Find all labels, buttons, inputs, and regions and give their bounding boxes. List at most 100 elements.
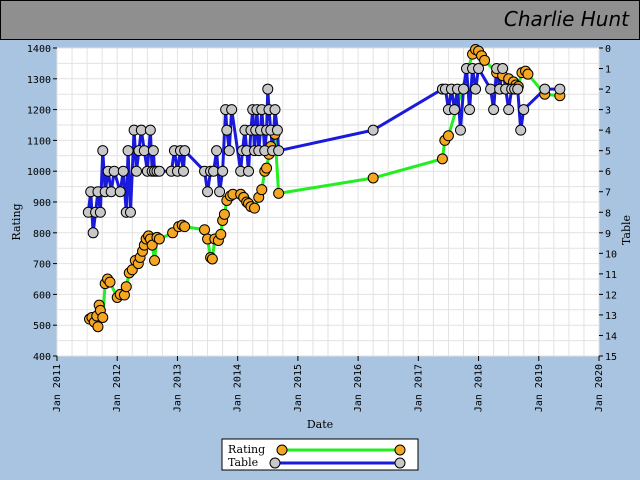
data-point-table <box>226 104 238 116</box>
y-tick-label: 900 <box>33 198 51 209</box>
data-point-table <box>539 83 551 95</box>
y-tick-label: 500 <box>33 321 51 332</box>
data-point-table <box>454 124 466 136</box>
data-point-table <box>177 165 189 177</box>
y2-tick-label: 8 <box>605 208 611 219</box>
data-point-table <box>223 145 235 157</box>
data-point-table <box>269 104 281 116</box>
y2-tick-label: 11 <box>605 270 617 281</box>
y2-axis-label: Table <box>620 215 633 245</box>
y2-tick-label: 12 <box>605 290 617 301</box>
data-point-table <box>497 63 509 75</box>
x-tick-label: Jan 2015 <box>293 364 304 412</box>
y-tick-label: 1200 <box>27 106 51 117</box>
data-point-rating <box>104 276 116 288</box>
y2-tick-label: 5 <box>605 147 611 158</box>
data-point-rating <box>479 54 491 66</box>
data-point-rating <box>149 255 161 267</box>
data-point-table <box>153 165 165 177</box>
data-point-table <box>512 83 524 95</box>
legend-marker-table-end <box>394 457 406 469</box>
legend-box <box>221 438 419 471</box>
data-point-table <box>503 104 515 116</box>
data-point-table <box>211 145 223 157</box>
y-tick-label: 1000 <box>27 167 51 178</box>
y-tick-label: 800 <box>33 229 51 240</box>
y2-tick-label: 15 <box>605 352 617 363</box>
x-axis-label: Date <box>307 418 333 431</box>
data-point-table <box>518 104 530 116</box>
y-tick-label: 400 <box>33 352 51 363</box>
x-tick-label: Jan 2019 <box>534 364 545 412</box>
data-point-table <box>214 186 226 198</box>
data-point-rating <box>153 233 165 245</box>
data-point-table <box>138 145 150 157</box>
data-point-table <box>94 206 106 218</box>
data-point-table <box>130 165 142 177</box>
y-tick-label: 700 <box>33 260 51 271</box>
data-point-rating <box>256 184 268 196</box>
data-point-rating <box>249 202 261 214</box>
data-point-table <box>554 83 566 95</box>
legend-marker-rating-start <box>276 444 288 456</box>
y2-tick-label: 10 <box>605 249 617 260</box>
x-tick-label: Jan 2011 <box>52 364 63 412</box>
data-point-table <box>117 165 129 177</box>
data-point-rating <box>442 130 454 142</box>
y2-tick-label: 2 <box>605 85 611 96</box>
data-point-rating <box>92 321 104 333</box>
player-name: Charlie Hunt <box>503 7 629 31</box>
data-point-table <box>105 186 117 198</box>
data-point-table <box>147 145 159 157</box>
data-point-table <box>271 124 283 136</box>
x-tick-label: Jan 2018 <box>474 364 485 412</box>
data-point-rating <box>367 172 379 184</box>
data-point-table <box>97 145 109 157</box>
y2-tick-label: 3 <box>605 106 611 117</box>
x-tick-label: Jan 2013 <box>172 364 183 412</box>
data-point-rating <box>206 253 218 265</box>
x-tick-label: Jan 2012 <box>112 364 123 412</box>
y-tick-label: 1300 <box>27 75 51 86</box>
y2-tick-label: 13 <box>605 311 617 322</box>
x-tick-label: Jan 2017 <box>413 364 424 412</box>
data-point-table <box>458 83 469 95</box>
y-tick-label: 1100 <box>27 136 51 147</box>
legend-marker-table-start <box>269 457 281 469</box>
data-point-rating <box>522 68 534 80</box>
data-point-table <box>470 83 482 95</box>
series-markers <box>82 44 566 333</box>
data-point-rating <box>120 281 132 293</box>
data-point-table <box>243 165 255 177</box>
data-point-table <box>221 124 233 136</box>
data-point-table <box>179 145 191 157</box>
legend-label-table: Table <box>228 456 258 469</box>
data-point-rating <box>261 162 273 174</box>
y2-tick-label: 1 <box>605 65 611 76</box>
data-point-table <box>135 124 147 136</box>
data-point-rating <box>146 239 158 251</box>
data-point-table <box>217 165 229 177</box>
legend: Rating Table <box>221 438 419 471</box>
data-point-rating <box>273 187 285 199</box>
y-axis-ticks: 400 500 600 700 800 900 1000 1100 1200 1300 1400 <box>27 44 57 363</box>
data-point-rating <box>218 208 230 220</box>
data-point-table <box>473 63 485 75</box>
y2-tick-label: 4 <box>605 126 611 137</box>
data-point-rating <box>215 228 227 240</box>
x-tick-label: Jan 2016 <box>353 364 364 412</box>
title-bar: Charlie Hunt <box>0 0 640 40</box>
legend-marker-rating-end <box>394 444 406 456</box>
data-point-table <box>202 186 214 198</box>
data-point-table <box>114 186 126 198</box>
data-point-table <box>488 104 500 116</box>
legend-label-rating: Rating <box>228 443 265 456</box>
data-point-table <box>367 124 379 136</box>
data-point-table <box>122 145 134 157</box>
y2-tick-label: 6 <box>605 167 611 178</box>
data-point-table <box>485 83 497 95</box>
data-point-table <box>124 206 136 218</box>
